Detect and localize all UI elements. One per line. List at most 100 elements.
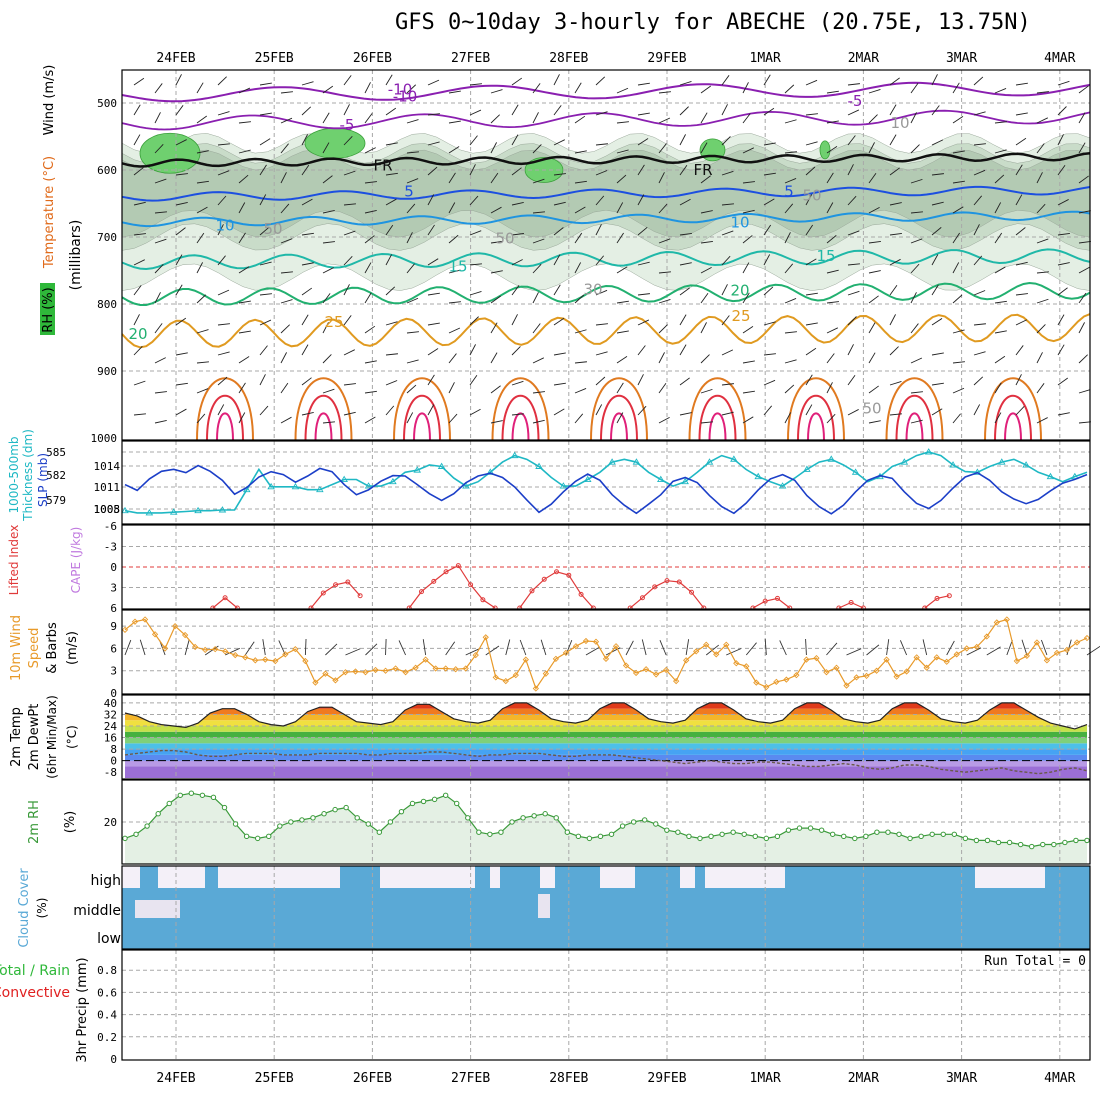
rh-marker <box>608 831 615 837</box>
wind-barb <box>301 134 309 146</box>
wind-barb <box>679 262 692 266</box>
wind-barb <box>931 254 939 266</box>
wind-barb <box>133 380 146 386</box>
wind-barb <box>868 206 880 214</box>
thickness-marker <box>437 462 446 469</box>
wind-barb <box>616 202 624 214</box>
wind-barb <box>1015 194 1023 206</box>
wind-barb <box>385 254 393 266</box>
y-tick-label: 582 <box>46 469 66 482</box>
rh-marker <box>210 794 217 801</box>
wind-barb <box>637 164 645 176</box>
wind-barb <box>1057 134 1064 146</box>
wind-barb <box>259 374 266 386</box>
wind-barb <box>679 412 692 416</box>
y-tick-label: 20 <box>104 816 117 829</box>
wind-barb <box>994 412 1002 424</box>
chart-title: GFS 0~10day 3-hourly for ABECHE (20.75E,… <box>395 10 1031 35</box>
date-tick-label: 3MAR <box>946 1071 977 1086</box>
lifted-index-line <box>752 597 791 609</box>
wind-barb <box>490 142 497 154</box>
wind-barb <box>574 115 586 124</box>
wind-barb <box>532 357 545 364</box>
wind-barb <box>532 112 539 124</box>
rh-marker <box>763 835 770 842</box>
temp-band <box>125 760 1087 767</box>
cloud-gap <box>540 866 555 888</box>
wind-barb <box>553 284 561 296</box>
wind-speed-marker <box>412 664 419 671</box>
wind-speed-marker <box>232 651 239 659</box>
wind-barb <box>866 644 880 656</box>
wind-barb <box>826 642 838 656</box>
wind-barb <box>343 170 356 176</box>
wind-barb <box>133 285 142 296</box>
wind-barb <box>385 172 398 176</box>
wind-barb <box>805 638 807 656</box>
wind-barb <box>637 374 644 386</box>
wind-barb <box>469 230 482 236</box>
thickness-marker <box>535 462 543 469</box>
wind-barb <box>469 344 476 356</box>
y-tick-label: 9 <box>110 620 117 633</box>
wind-speed-marker <box>783 676 790 683</box>
wind-barb <box>196 232 205 244</box>
wind-barb <box>994 202 1002 214</box>
wind-barb <box>511 167 522 176</box>
wind-barb <box>784 359 797 364</box>
wind-barb <box>490 206 502 214</box>
y-tick-label: -8 <box>104 766 117 779</box>
cloud-level-label: high <box>90 873 121 889</box>
wind-speed-marker <box>602 655 610 662</box>
wind-barb <box>889 346 899 356</box>
temp-band <box>125 743 1087 750</box>
wind-speed-marker <box>933 654 940 661</box>
wind-barb <box>679 198 691 206</box>
rh-marker <box>796 825 803 831</box>
wind-barb <box>1036 271 1049 274</box>
wind-speed-marker <box>833 664 840 671</box>
wind-barb <box>427 292 440 296</box>
isotherm-minus5 <box>121 109 1091 131</box>
wind-barb <box>637 112 650 116</box>
wind-barb <box>952 180 965 184</box>
wind-barb <box>406 263 415 274</box>
axis-label: 2m RH <box>27 800 42 844</box>
axis-label: SLP (mb) <box>36 453 50 507</box>
wind-barb <box>532 323 541 334</box>
wind-barb <box>784 232 791 244</box>
panel-frame <box>121 440 1091 525</box>
date-tick-label: 28FEB <box>549 1071 588 1086</box>
panel-labels: Wind (m/s) Temperature (°C) RH (%) (milliba… <box>0 65 90 1063</box>
wind-barb <box>700 175 711 184</box>
lifted-index-marker <box>480 597 486 603</box>
wind-barb <box>133 167 144 176</box>
wind-barb <box>847 290 860 296</box>
isotherm-30-loop <box>688 377 747 441</box>
wind-barb <box>994 382 1002 394</box>
wind-barb <box>745 642 757 656</box>
y-tick-label: 1014 <box>94 460 121 473</box>
wind-barb <box>847 83 860 86</box>
wind-speed-marker <box>632 669 640 677</box>
lifted-index-marker <box>664 578 670 584</box>
axis-label: (millibars) <box>68 220 84 291</box>
wind-barb <box>805 166 816 176</box>
wind-barb <box>973 255 983 266</box>
wind-speed-marker <box>1013 657 1020 665</box>
axis-label: 1000-500mb <box>7 436 21 513</box>
wind-barb <box>490 114 500 124</box>
wind-barb <box>994 232 1003 244</box>
wind-speed-marker <box>282 651 289 658</box>
wind-barb <box>826 235 837 244</box>
wind-speed-marker <box>673 677 680 685</box>
wind-speed-marker <box>1053 649 1061 657</box>
wind-barb <box>846 648 862 656</box>
wind-barb <box>364 325 376 334</box>
rh-marker <box>841 833 847 840</box>
wind-barb <box>217 111 230 116</box>
wind-barb <box>259 138 271 146</box>
isotherm-35-loop <box>698 395 737 441</box>
wind-barb <box>196 413 206 424</box>
isotherm-30-loop <box>491 377 550 441</box>
